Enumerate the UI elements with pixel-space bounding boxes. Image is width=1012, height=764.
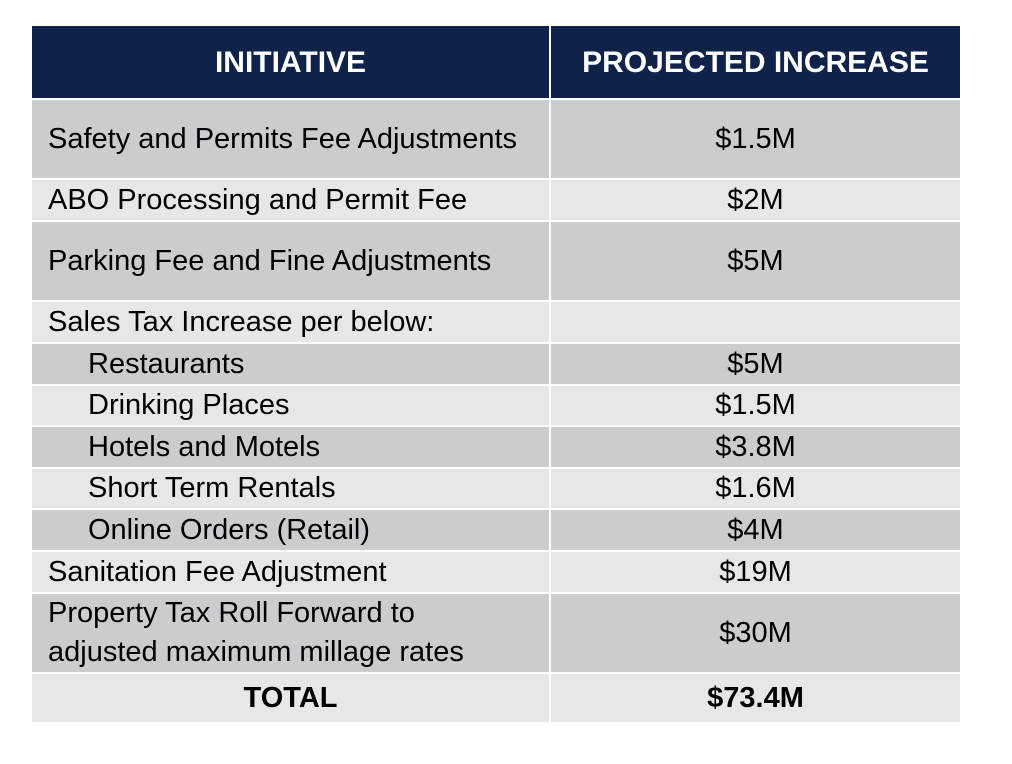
initiative: Parking Fee and Fine Adjustments (32, 222, 549, 300)
initiatives-table: INITIATIVE PROJECTED INCREASE Safety and… (30, 24, 962, 724)
initiative: Property Tax Roll Forward to adjusted ma… (32, 594, 549, 672)
total-value: $73.4M (551, 674, 960, 722)
row: Hotels and Motels $3.8M (32, 427, 960, 467)
row: Property Tax Roll Forward to adjusted ma… (32, 594, 960, 672)
empty-cell (551, 302, 960, 342)
row: Sanitation Fee Adjustment $19M (32, 552, 960, 592)
initiative: Hotels and Motels (32, 427, 549, 467)
increase: $1.5M (551, 386, 960, 425)
initiative: Drinking Places (32, 386, 549, 425)
increase: $19M (551, 552, 960, 592)
increase: $1.6M (551, 469, 960, 508)
header-row: INITIATIVE PROJECTED INCREASE (32, 26, 960, 98)
increase: $2M (551, 180, 960, 220)
row: Online Orders (Retail) $4M (32, 510, 960, 550)
increase: $5M (551, 222, 960, 300)
row: Restaurants $5M (32, 344, 960, 384)
increase: $4M (551, 510, 960, 550)
row: Parking Fee and Fine Adjustments $5M (32, 222, 960, 300)
total-row: TOTAL $73.4M (32, 674, 960, 722)
initiative: Safety and Permits Fee Adjustments (32, 100, 549, 178)
initiative: Online Orders (Retail) (32, 510, 549, 550)
initiative: Sanitation Fee Adjustment (32, 552, 549, 592)
row: Short Term Rentals $1.6M (32, 469, 960, 508)
increase: $3.8M (551, 427, 960, 467)
row: Safety and Permits Fee Adjustments $1.5M (32, 100, 960, 178)
increase: $5M (551, 344, 960, 384)
increase: $30M (551, 594, 960, 672)
row: Sales Tax Increase per below: (32, 302, 960, 342)
row: Drinking Places $1.5M (32, 386, 960, 425)
header-cell: INITIATIVE (32, 26, 549, 98)
header-cell: PROJECTED INCREASE (551, 26, 960, 98)
initiative: Restaurants (32, 344, 549, 384)
initiative: Short Term Rentals (32, 469, 549, 508)
increase: $1.5M (551, 100, 960, 178)
initiative: Sales Tax Increase per below: (32, 302, 549, 342)
row: ABO Processing and Permit Fee $2M (32, 180, 960, 220)
total-label: TOTAL (32, 674, 549, 722)
initiative: ABO Processing and Permit Fee (32, 180, 549, 220)
